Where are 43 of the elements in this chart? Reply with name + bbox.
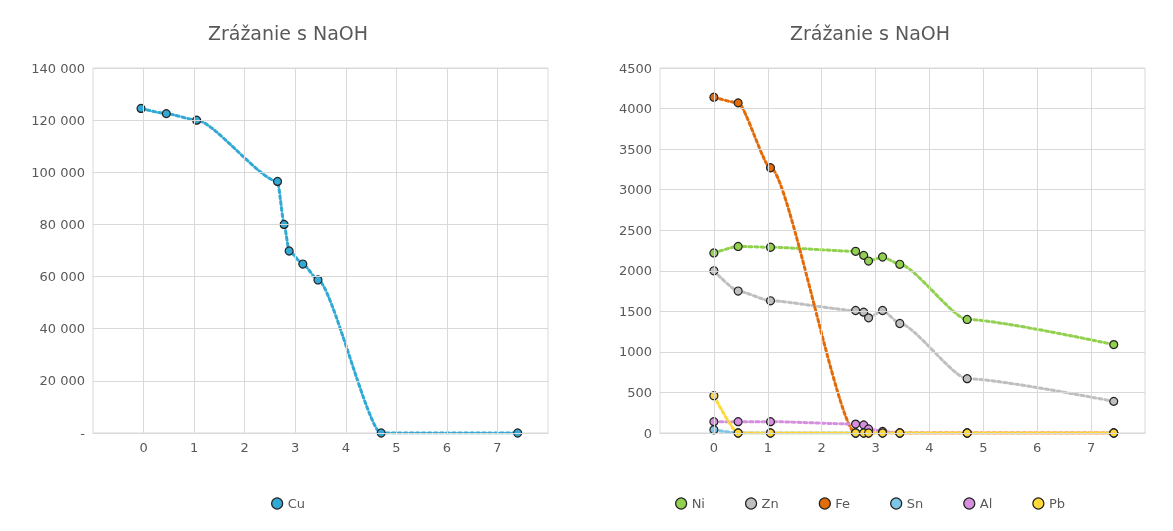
legend-label: Ni (691, 496, 705, 511)
x-tick-label: 5 (392, 440, 401, 455)
x-tick-label: 0 (139, 440, 148, 455)
x-tick-label: 7 (493, 440, 502, 455)
y-tick-label: 2500 (618, 222, 652, 238)
y-tick-label: 2000 (618, 263, 652, 279)
y-tick-label: 3500 (618, 141, 652, 157)
x-tick-label: 1 (189, 440, 199, 455)
y-tick-label: 120 000 (31, 112, 85, 128)
legend-label: Fe (835, 496, 851, 511)
legend-label: Al (979, 496, 993, 511)
y-tick-label: 1000 (618, 344, 652, 360)
x-tick-label: 5 (979, 440, 988, 455)
legend-label: Cu (287, 496, 305, 511)
x-tick-label: 2 (240, 440, 249, 455)
x-tick-label: 3 (871, 440, 880, 455)
legend-label: Zn (761, 496, 779, 511)
x-tick-label: 4 (341, 440, 350, 455)
legend-label: Pb (1048, 496, 1065, 511)
x-tick-label: 2 (817, 440, 826, 455)
chart-title: Zrážanie s NaOH (207, 21, 369, 44)
y-tick-label: 1500 (618, 303, 652, 319)
x-tick-label: 3 (291, 440, 300, 455)
y-tick-label: 140 000 (31, 60, 85, 76)
x-tick-label: 4 (925, 440, 934, 455)
x-tick-label: 1 (763, 440, 772, 455)
chart-title: Zrážanie s NaOH (789, 21, 951, 44)
y-tick-label: 500 (627, 384, 652, 400)
x-tick-label: 7 (1086, 440, 1096, 455)
x-tick-label: 0 (709, 440, 719, 455)
y-tick-label: - (80, 425, 86, 441)
y-tick-label: 3000 (618, 182, 652, 198)
y-tick-label: 40 000 (39, 321, 85, 337)
x-tick-label: 6 (1033, 440, 1042, 455)
y-tick-label: 60 000 (39, 269, 85, 285)
y-tick-label: 0 (643, 425, 652, 441)
x-tick-label: 6 (442, 440, 452, 455)
y-tick-label: 80 000 (39, 216, 85, 232)
legend-label: Sn (906, 496, 924, 511)
y-tick-label: 20 000 (39, 373, 85, 389)
y-tick-label: 4500 (618, 60, 652, 76)
y-tick-label: 4000 (618, 101, 652, 117)
y-tick-label: 100 000 (31, 164, 85, 180)
